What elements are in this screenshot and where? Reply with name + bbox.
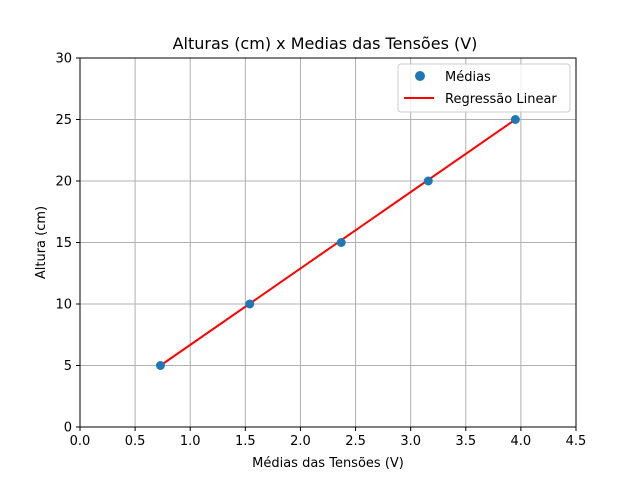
data-point bbox=[336, 238, 346, 247]
y-tick-label: 30 bbox=[55, 52, 72, 67]
x-axis-ticks: 0.0 0.5 1.0 1.5 2.0 2.5 3.0 3.5 4.0 4.5 bbox=[70, 427, 587, 449]
y-tick-label: 15 bbox=[55, 236, 72, 251]
y-axis-label: Altura (cm) bbox=[34, 206, 49, 279]
scatter-points bbox=[155, 115, 520, 370]
x-tick-label: 0.5 bbox=[125, 434, 146, 449]
x-tick-label: 0.0 bbox=[70, 434, 91, 449]
x-tick-label: 4.0 bbox=[511, 434, 532, 449]
x-tick-label: 1.0 bbox=[180, 434, 201, 449]
legend-box bbox=[397, 63, 571, 113]
legend-marker-medias bbox=[415, 71, 425, 81]
data-point bbox=[423, 176, 433, 186]
x-axis-label: Médias das Tensões (V) bbox=[252, 456, 404, 471]
y-tick-label: 25 bbox=[55, 113, 72, 128]
y-tick-label: 10 bbox=[55, 298, 72, 313]
y-tick-label: 20 bbox=[55, 175, 72, 190]
y-axis-ticks: 0 5 10 15 20 25 30 bbox=[55, 52, 80, 436]
x-tick-label: 2.5 bbox=[345, 434, 366, 449]
chart-title: Alturas (cm) x Medias das Tensões (V) bbox=[173, 34, 478, 53]
legend-label-medias: Médias bbox=[445, 70, 491, 85]
x-tick-label: 4.5 bbox=[566, 434, 587, 449]
x-tick-label: 3.0 bbox=[400, 434, 421, 449]
y-tick-label: 0 bbox=[64, 421, 72, 436]
y-tick-label: 5 bbox=[64, 359, 72, 374]
legend: Médias Regressão Linear bbox=[397, 63, 571, 113]
x-tick-label: 1.5 bbox=[235, 434, 256, 449]
x-tick-label: 3.5 bbox=[455, 434, 476, 449]
legend-label-regressao: Regressão Linear bbox=[445, 92, 557, 107]
data-point bbox=[245, 299, 255, 309]
data-point bbox=[510, 115, 520, 124]
data-point bbox=[155, 361, 165, 370]
x-tick-label: 2.0 bbox=[290, 434, 311, 449]
